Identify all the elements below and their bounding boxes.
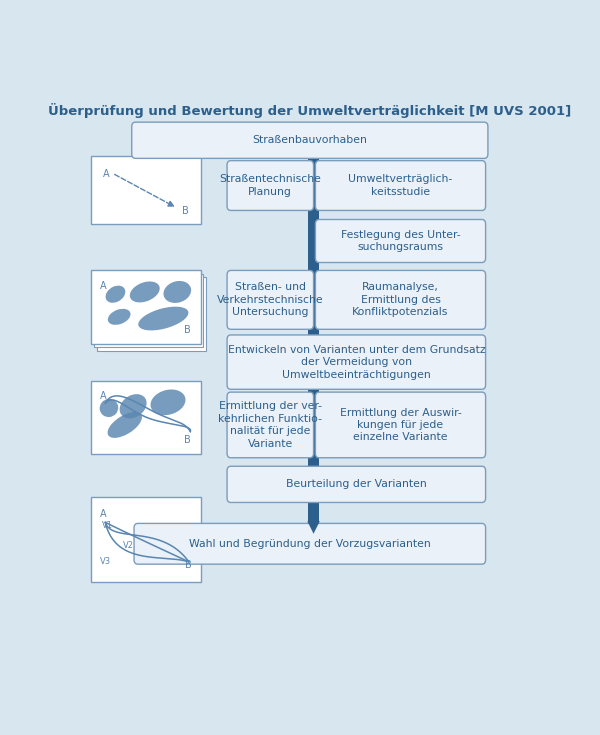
FancyBboxPatch shape — [227, 466, 485, 503]
Text: Überprüfung und Bewertung der Umweltverträglichkeit [M UVS 2001]: Überprüfung und Bewertung der Umweltvert… — [48, 104, 571, 118]
Ellipse shape — [108, 309, 131, 325]
Text: A: A — [103, 168, 110, 179]
Bar — [91, 270, 200, 344]
Text: Festlegung des Unter-
suchungsraums: Festlegung des Unter- suchungsraums — [341, 230, 460, 252]
Ellipse shape — [119, 394, 146, 418]
Text: A: A — [100, 509, 106, 519]
Bar — [91, 381, 200, 454]
FancyBboxPatch shape — [227, 161, 314, 210]
Bar — [91, 156, 200, 224]
Bar — [94, 274, 203, 348]
Text: Raumanalyse,
Ermittlung des
Konfliktpotenzials: Raumanalyse, Ermittlung des Konfliktpote… — [352, 282, 449, 318]
Text: Wahl und Begründung der Vorzugsvarianten: Wahl und Begründung der Vorzugsvarianten — [189, 539, 431, 549]
Text: V2: V2 — [123, 541, 134, 550]
Text: A: A — [100, 391, 106, 401]
Ellipse shape — [100, 399, 118, 417]
Text: B: B — [184, 435, 190, 445]
FancyBboxPatch shape — [316, 161, 485, 210]
Text: B: B — [184, 325, 190, 335]
Text: Ermittlung der ver-
kehrlichen Funktio-
nalität für jede
Variante: Ermittlung der ver- kehrlichen Funktio- … — [218, 401, 322, 448]
Ellipse shape — [151, 390, 185, 415]
Ellipse shape — [106, 286, 125, 303]
Bar — [91, 497, 200, 581]
Text: Entwickeln von Varianten unter dem Grundsatz
der Vermeidung von
Umweltbeeinträch: Entwickeln von Varianten unter dem Grund… — [227, 345, 485, 379]
Text: V3: V3 — [100, 556, 111, 566]
Text: V1: V1 — [101, 521, 113, 530]
FancyBboxPatch shape — [134, 523, 485, 564]
Text: Straßenbauvorhaben: Straßenbauvorhaben — [253, 135, 367, 146]
FancyBboxPatch shape — [227, 392, 314, 458]
Text: Ermittlung der Auswir-
kungen für jede
einzelne Variante: Ermittlung der Auswir- kungen für jede e… — [340, 407, 461, 442]
Text: Straßen- und
Verkehrstechnische
Untersuchung: Straßen- und Verkehrstechnische Untersuc… — [217, 282, 323, 318]
FancyBboxPatch shape — [227, 270, 314, 329]
Text: B: B — [182, 206, 189, 216]
Text: Umweltverträglich-
keitsstudie: Umweltverträglich- keitsstudie — [349, 174, 452, 197]
Ellipse shape — [138, 306, 188, 331]
Text: Straßentechnische
Planung: Straßentechnische Planung — [220, 174, 321, 197]
Ellipse shape — [130, 282, 160, 302]
Text: A: A — [100, 281, 106, 290]
FancyBboxPatch shape — [227, 335, 485, 390]
Bar — [97, 277, 206, 351]
Text: B: B — [185, 560, 192, 570]
FancyBboxPatch shape — [316, 220, 485, 262]
FancyBboxPatch shape — [132, 122, 488, 158]
Ellipse shape — [163, 281, 191, 303]
FancyBboxPatch shape — [316, 270, 485, 329]
Text: Beurteilung der Varianten: Beurteilung der Varianten — [286, 479, 427, 490]
FancyBboxPatch shape — [316, 392, 485, 458]
Ellipse shape — [107, 412, 142, 438]
Bar — [308, 154, 319, 530]
